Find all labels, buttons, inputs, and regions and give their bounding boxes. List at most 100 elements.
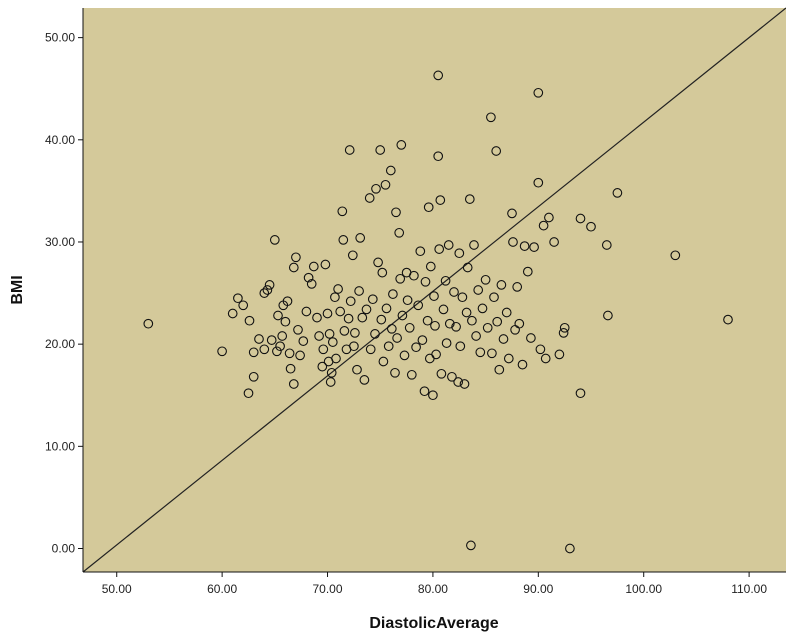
data-point — [367, 294, 378, 305]
x-tick-label: 100.00 — [625, 582, 662, 596]
data-point — [345, 296, 356, 307]
data-point — [303, 272, 314, 283]
data-point — [227, 308, 238, 319]
data-point — [466, 540, 476, 551]
data-point — [322, 308, 333, 319]
data-point — [469, 240, 479, 250]
data-point — [291, 252, 301, 263]
data-point — [457, 292, 468, 303]
data-point — [443, 240, 454, 250]
data-point — [383, 341, 394, 352]
data-point — [492, 316, 503, 327]
data-point — [318, 344, 329, 355]
data-point — [347, 250, 358, 261]
data-point — [262, 285, 273, 295]
data-point — [575, 388, 586, 399]
data-point — [396, 140, 407, 150]
data-point — [538, 220, 549, 231]
x-tick-label: 80.00 — [418, 582, 448, 596]
data-point — [475, 347, 486, 358]
data-point — [285, 363, 296, 374]
data-point — [317, 361, 328, 372]
data-point — [519, 241, 530, 251]
data-point — [455, 341, 466, 352]
data-point — [498, 334, 509, 344]
data-point — [378, 356, 389, 367]
y-ticks: 0.00 10.00 20.00 30.00 40.00 50.00 — [45, 31, 83, 556]
data-point — [482, 322, 493, 333]
data-point — [411, 342, 421, 353]
data-point — [248, 347, 259, 358]
data-point — [612, 188, 623, 198]
data-point — [486, 112, 496, 123]
data-point — [355, 233, 366, 243]
fit-line — [82, 7, 786, 573]
data-point — [248, 371, 259, 382]
data-point — [381, 303, 392, 314]
data-point — [462, 262, 473, 273]
data-point — [549, 237, 559, 247]
data-point — [467, 315, 477, 326]
data-point — [365, 344, 376, 355]
data-point — [433, 70, 444, 81]
data-point — [402, 295, 413, 306]
data-point — [243, 388, 254, 399]
x-tick-label: 90.00 — [523, 582, 553, 596]
data-point — [269, 235, 280, 245]
data-point — [565, 543, 575, 554]
data-point — [601, 240, 612, 250]
data-point — [429, 291, 439, 301]
data-point — [533, 87, 544, 98]
data-point — [371, 183, 381, 194]
data-point — [477, 303, 488, 314]
data-point — [464, 194, 475, 204]
data-point — [399, 350, 410, 361]
data-point — [338, 235, 349, 245]
data-point — [540, 353, 551, 364]
data-point — [373, 257, 383, 268]
data-point — [397, 310, 408, 321]
points-layer — [143, 70, 733, 554]
y-tick-label: 50.00 — [45, 31, 75, 45]
x-tick-label: 60.00 — [207, 582, 237, 596]
data-point — [394, 227, 405, 238]
data-point — [451, 321, 461, 332]
x-tick-label: 50.00 — [102, 582, 132, 596]
data-point — [327, 337, 338, 347]
data-point — [449, 287, 459, 297]
data-point — [337, 206, 348, 217]
data-point — [388, 289, 398, 299]
data-point — [417, 335, 428, 345]
data-point — [306, 279, 317, 289]
data-point — [391, 207, 401, 218]
y-tick-label: 30.00 — [45, 235, 75, 249]
x-axis-title: DiastolicAverage — [369, 615, 498, 632]
data-point — [364, 193, 375, 203]
data-point — [288, 262, 299, 273]
data-point — [507, 208, 517, 219]
data-point — [277, 331, 288, 341]
data-point — [480, 274, 491, 285]
data-point — [244, 315, 255, 326]
data-point — [376, 314, 387, 325]
data-point — [331, 353, 341, 364]
data-point — [295, 350, 305, 361]
data-point — [489, 292, 499, 303]
data-point — [526, 333, 536, 343]
data-point — [272, 346, 282, 357]
data-point — [440, 275, 451, 286]
data-point — [454, 248, 465, 259]
data-point — [441, 338, 452, 348]
data-point — [301, 306, 312, 317]
data-point — [501, 307, 512, 318]
data-point — [380, 179, 391, 190]
data-point — [413, 300, 424, 311]
data-point — [473, 285, 484, 295]
data-point — [377, 267, 388, 278]
data-point — [335, 306, 346, 317]
x-ticks: 50.00 60.00 70.00 80.00 90.00 100.00 110.00 — [102, 572, 767, 596]
axes-layer — [82, 8, 786, 573]
y-axis-title: BMI — [9, 275, 26, 304]
data-point — [559, 322, 570, 333]
